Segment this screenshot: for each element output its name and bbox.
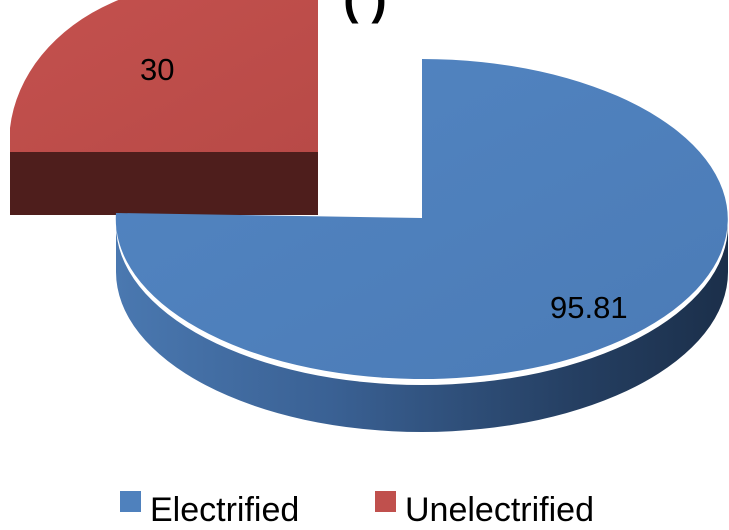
slice-unelectrified-top	[10, 0, 318, 152]
data-label-unelectrified: 30	[140, 52, 174, 87]
legend-swatch-unelectrified	[375, 491, 396, 512]
slice-electrified-top	[115, 59, 728, 379]
legend-swatch-electrified	[120, 491, 141, 512]
chart-title: ( )	[343, 0, 386, 24]
legend-label-unelectrified: Unelectrified	[405, 491, 594, 529]
slice-unelectrified	[10, 0, 318, 215]
legend: Electrified Unelectrified	[120, 491, 594, 529]
legend-label-electrified: Electrified	[150, 491, 299, 529]
data-label-electrified: 95.81	[550, 290, 628, 325]
slice-electrified	[115, 59, 728, 432]
slice-unelectrified-side	[10, 152, 318, 215]
slice-electrified-side	[116, 225, 728, 432]
